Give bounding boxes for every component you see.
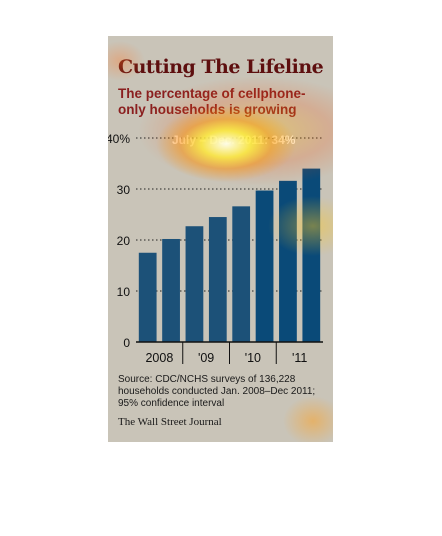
- bar: [138, 252, 157, 342]
- annotation-label: July – Dec. 2011: 34%: [172, 133, 296, 147]
- bar: [255, 190, 274, 342]
- bar: [162, 238, 180, 342]
- bar: [185, 226, 204, 342]
- x-tick-label: '10: [245, 351, 261, 365]
- x-tick-label: '11: [292, 351, 307, 365]
- bar: [302, 168, 321, 342]
- y-tick-label: 30: [117, 183, 131, 197]
- bar: [232, 206, 251, 342]
- y-tick-label: 20: [117, 234, 131, 248]
- x-tick-label: '09: [198, 351, 214, 365]
- y-tick-label: 40%: [108, 132, 130, 146]
- chart-subtitle: The percentage of cellphone-only househo…: [118, 86, 306, 117]
- publisher-credit: The Wall Street Journal: [118, 416, 222, 428]
- chart-panel: 0 10 20 30 40% 2008 '09 '10 '11 Cutting The Life…: [108, 36, 333, 442]
- bar: [279, 180, 297, 342]
- y-tick-label: 0: [123, 336, 130, 350]
- bar: [208, 217, 227, 342]
- chart-title: Cutting The Lifeline: [118, 56, 324, 78]
- source-note: Source: CDC/NCHS surveys of 136,228 hous…: [118, 374, 316, 409]
- x-tick-label: 2008: [145, 351, 173, 365]
- y-tick-label: 10: [117, 285, 131, 299]
